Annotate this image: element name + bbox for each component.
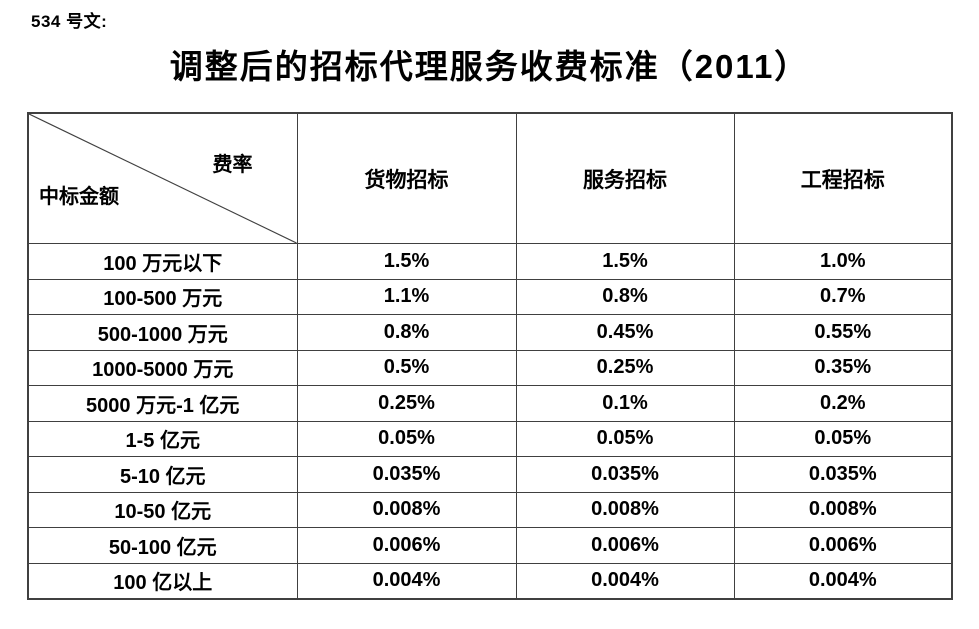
fee-cell: 1.5% [515, 243, 735, 280]
fee-cell: 0.7% [733, 278, 953, 315]
row-label: 100-500 万元 [27, 278, 298, 315]
row-label: 5-10 亿元 [27, 456, 298, 493]
page-title: 调整后的招标代理服务收费标准（2011） [169, 48, 810, 85]
fee-cell: 0.25% [515, 349, 735, 386]
table-row: 5000 万元-1 亿元 0.25% 0.1% 0.2% [27, 385, 953, 422]
fee-cell: 0.8% [515, 278, 735, 315]
row-label: 1-5 亿元 [27, 420, 298, 457]
row-label: 50-100 亿元 [27, 527, 298, 564]
corner-label-rate: 费率 [212, 154, 253, 176]
row-label: 100 万元以下 [27, 243, 298, 280]
row-label: 5000 万元-1 亿元 [27, 385, 298, 422]
fee-cell: 1.1% [296, 278, 517, 315]
fee-cell: 0.004% [733, 562, 953, 599]
table-row: 1000-5000 万元 0.5% 0.25% 0.35% [27, 349, 953, 386]
fee-cell: 0.008% [515, 491, 735, 528]
diagonal-line [29, 114, 297, 243]
column-header-goods: 货物招标 [296, 112, 517, 244]
fee-cell: 0.8% [296, 314, 517, 351]
fee-cell: 0.006% [733, 527, 953, 564]
table-row: 1-5 亿元 0.05% 0.05% 0.05% [27, 420, 953, 457]
fee-cell: 0.004% [515, 562, 735, 599]
fee-cell: 0.45% [515, 314, 735, 351]
corner-label-amount: 中标金额 [39, 186, 119, 208]
table-row: 5-10 亿元 0.035% 0.035% 0.035% [27, 456, 953, 493]
table-header-row: 费率 中标金额 货物招标 服务招标 工程招标 [27, 112, 953, 244]
table-row: 100 万元以下 1.5% 1.5% 1.0% [27, 243, 953, 280]
fee-cell: 0.5% [296, 349, 517, 386]
fee-cell: 0.006% [296, 527, 517, 564]
fee-cell: 0.008% [733, 491, 953, 528]
table-row: 10-50 亿元 0.008% 0.008% 0.008% [27, 491, 953, 528]
table-row: 50-100 亿元 0.006% 0.006% 0.006% [27, 527, 953, 564]
row-label: 1000-5000 万元 [27, 349, 298, 386]
fee-cell: 0.35% [733, 349, 953, 386]
fee-cell: 0.1% [515, 385, 735, 422]
fee-cell: 0.035% [296, 456, 517, 493]
table-row: 100 亿以上 0.004% 0.004% 0.004% [27, 562, 953, 599]
corner-header-cell: 费率 中标金额 [27, 112, 298, 244]
fee-cell: 1.0% [733, 243, 953, 280]
column-header-engineering: 工程招标 [733, 112, 953, 244]
table-row: 100-500 万元 1.1% 0.8% 0.7% [27, 278, 953, 315]
row-label: 500-1000 万元 [27, 314, 298, 351]
fee-cell: 0.004% [296, 562, 517, 599]
table-row: 500-1000 万元 0.8% 0.45% 0.55% [27, 314, 953, 351]
column-header-services: 服务招标 [515, 112, 735, 244]
doc-number-label: 534 号文: [31, 12, 108, 31]
fee-cell: 0.008% [296, 491, 517, 528]
fee-table: 费率 中标金额 货物招标 服务招标 工程招标 100 万元以下 1.5% 1.5… [27, 112, 953, 600]
fee-cell: 0.035% [733, 456, 953, 493]
fee-cell: 0.05% [515, 420, 735, 457]
fee-cell: 1.5% [296, 243, 517, 280]
fee-cell: 0.05% [733, 420, 953, 457]
fee-cell: 0.25% [296, 385, 517, 422]
row-label: 10-50 亿元 [27, 491, 298, 528]
fee-cell: 0.035% [515, 456, 735, 493]
fee-cell: 0.05% [296, 420, 517, 457]
fee-cell: 0.2% [733, 385, 953, 422]
fee-cell: 0.55% [733, 314, 953, 351]
row-label: 100 亿以上 [27, 562, 298, 599]
fee-cell: 0.006% [515, 527, 735, 564]
